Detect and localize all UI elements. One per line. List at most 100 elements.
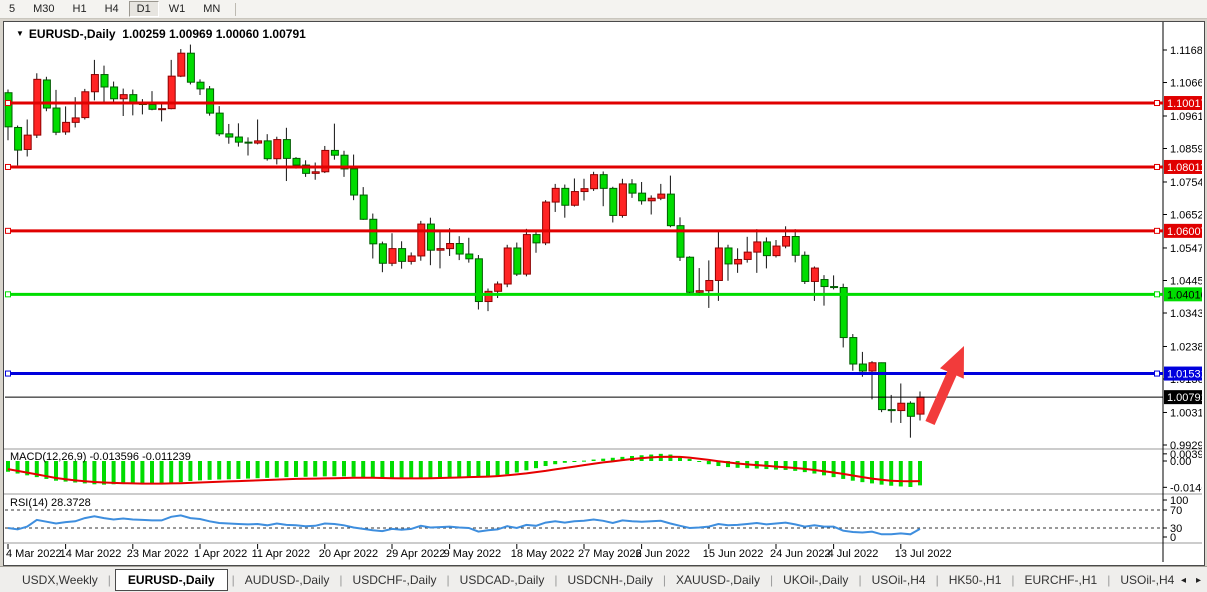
macd-histogram-bar xyxy=(879,461,884,485)
macd-indicator-label: MACD(12,26,9) -0.013596 -0.011239 xyxy=(10,451,191,463)
svg-text:1.08590: 1.08590 xyxy=(1170,144,1202,156)
price-chart-canvas[interactable]: 1.11680 1.10660 1.09610 1.08590 1.07540 1.065… xyxy=(4,22,1202,563)
timeframe-button-h4[interactable]: H4 xyxy=(104,3,119,15)
timeframe-button-5[interactable]: 5 xyxy=(9,3,16,15)
candle-bearish xyxy=(762,241,771,257)
macd-histogram-bar xyxy=(495,461,500,477)
macd-histogram-bar xyxy=(342,461,346,477)
svg-text:1.02380: 1.02380 xyxy=(1170,341,1202,353)
tab-usdchf-daily[interactable]: USDCHF-,Daily xyxy=(352,572,437,587)
macd-histogram-bar xyxy=(889,461,894,486)
candle-bullish xyxy=(503,247,512,285)
candle-bearish xyxy=(244,141,253,144)
macd-histogram-bar xyxy=(812,461,817,474)
candle-bullish xyxy=(647,197,656,202)
tab-separator: | xyxy=(446,572,450,587)
macd-histogram-bar xyxy=(150,461,154,484)
macd-histogram-bar xyxy=(870,461,874,484)
timeframe-button-m30[interactable]: M30 xyxy=(33,3,55,15)
tab-scroll-left-icon[interactable]: ◂ xyxy=(1180,574,1186,586)
timeframe-button-d1[interactable]: D1 xyxy=(128,1,159,17)
candle-bullish xyxy=(33,78,42,136)
macd-histogram-bar xyxy=(178,461,183,483)
tab-usdcnh-daily[interactable]: USDCNH-,Daily xyxy=(567,572,653,587)
tab-eurchf-h1[interactable]: EURCHF-,H1 xyxy=(1024,572,1098,587)
tab-eurusd-daily[interactable]: EURUSD-,Daily xyxy=(114,568,228,591)
macd-histogram-bar xyxy=(697,461,702,462)
candle-bullish xyxy=(62,121,71,133)
svg-text:100: 100 xyxy=(1170,495,1188,507)
macd-histogram-bar xyxy=(850,461,855,481)
macd-histogram-bar xyxy=(236,461,241,479)
macd-histogram-bar xyxy=(390,461,394,479)
candle-bullish xyxy=(868,362,877,372)
candle-bullish xyxy=(81,91,90,119)
tab-hk50-h1[interactable]: HK50-,H1 xyxy=(948,572,1002,587)
macd-histogram-bar xyxy=(706,461,711,465)
macd-histogram-bar xyxy=(438,461,442,479)
macd-histogram-bar xyxy=(476,461,481,478)
price-badge xyxy=(1164,287,1202,302)
candle-bullish xyxy=(580,188,589,193)
tab-separator: | xyxy=(769,572,774,587)
tab-usdx-weekly[interactable]: USDX,Weekly xyxy=(22,572,98,587)
bullish-arrow-annotation[interactable] xyxy=(925,346,964,425)
macd-histogram-bar xyxy=(457,461,462,478)
candle-bearish xyxy=(215,112,224,135)
tab-ukoil-daily[interactable]: UKOil-,Daily xyxy=(783,572,849,587)
candle-bullish xyxy=(436,248,445,251)
hline-handle xyxy=(1154,227,1160,234)
tab-xauusd-daily[interactable]: XAUUSD-,Daily xyxy=(675,572,760,587)
macd-histogram-bar xyxy=(774,461,778,470)
macd-histogram-bar xyxy=(601,458,606,461)
macd-histogram-bar xyxy=(582,460,586,462)
candle-bullish xyxy=(695,290,704,293)
svg-text:70: 70 xyxy=(1170,505,1182,517)
macd-histogram-bar xyxy=(294,461,298,477)
tab-separator: | xyxy=(107,572,111,587)
macd-histogram-bar xyxy=(380,461,385,478)
candle-bearish xyxy=(292,157,301,166)
macd-histogram-bar xyxy=(553,461,558,465)
candle-bearish xyxy=(100,74,109,88)
macd-histogram-bar xyxy=(255,461,260,479)
macd-histogram-bar xyxy=(620,456,625,461)
svg-text:1.09610: 1.09610 xyxy=(1170,111,1202,123)
tab-usoil-h4[interactable]: USOil-,H4 xyxy=(1120,572,1175,587)
candle-bullish xyxy=(388,248,397,264)
candle-bullish xyxy=(618,183,627,216)
timeframe-button-mn[interactable]: MN xyxy=(203,3,221,15)
candle-bearish xyxy=(839,287,848,339)
svg-text:9 May 2022: 9 May 2022 xyxy=(444,548,501,560)
timeframe-button-h1[interactable]: H1 xyxy=(72,3,87,15)
tab-audusd-daily[interactable]: AUDUSD-,Daily xyxy=(244,572,330,587)
macd-histogram-bar xyxy=(668,454,673,461)
macd-histogram-bar xyxy=(361,461,366,478)
macd-histogram-bar xyxy=(121,461,126,484)
macd-histogram-bar xyxy=(486,461,490,478)
candle-bearish xyxy=(378,243,387,264)
macd-histogram-bar xyxy=(370,461,375,478)
candle-bearish xyxy=(849,337,858,365)
tab-usdcad-daily[interactable]: USDCAD-,Daily xyxy=(459,572,545,587)
tab-usoil-h4[interactable]: USOil-,H4 xyxy=(871,572,926,587)
candle-bullish xyxy=(254,140,263,144)
symbol-dropdown-icon[interactable]: ▼ xyxy=(16,29,24,38)
macd-histogram-bar xyxy=(831,461,836,478)
hline-handle xyxy=(5,227,11,234)
hline-handle xyxy=(1154,370,1160,377)
candle-bearish xyxy=(791,235,800,256)
candle-bearish xyxy=(513,247,522,275)
macd-histogram-bar xyxy=(678,456,682,461)
timeframe-button-w1[interactable]: W1 xyxy=(168,3,186,15)
candle-bullish xyxy=(90,74,99,93)
candle-bullish xyxy=(407,255,416,262)
tab-separator: | xyxy=(858,572,862,587)
svg-text:0: 0 xyxy=(1170,532,1176,544)
macd-histogram-bar xyxy=(198,461,202,481)
macd-histogram-bar xyxy=(313,461,318,477)
rsi-indicator-label: RSI(14) 28.3728 xyxy=(10,497,91,509)
candle-bearish xyxy=(532,234,541,244)
tab-scroll-right-icon[interactable]: ▸ xyxy=(1195,574,1201,586)
